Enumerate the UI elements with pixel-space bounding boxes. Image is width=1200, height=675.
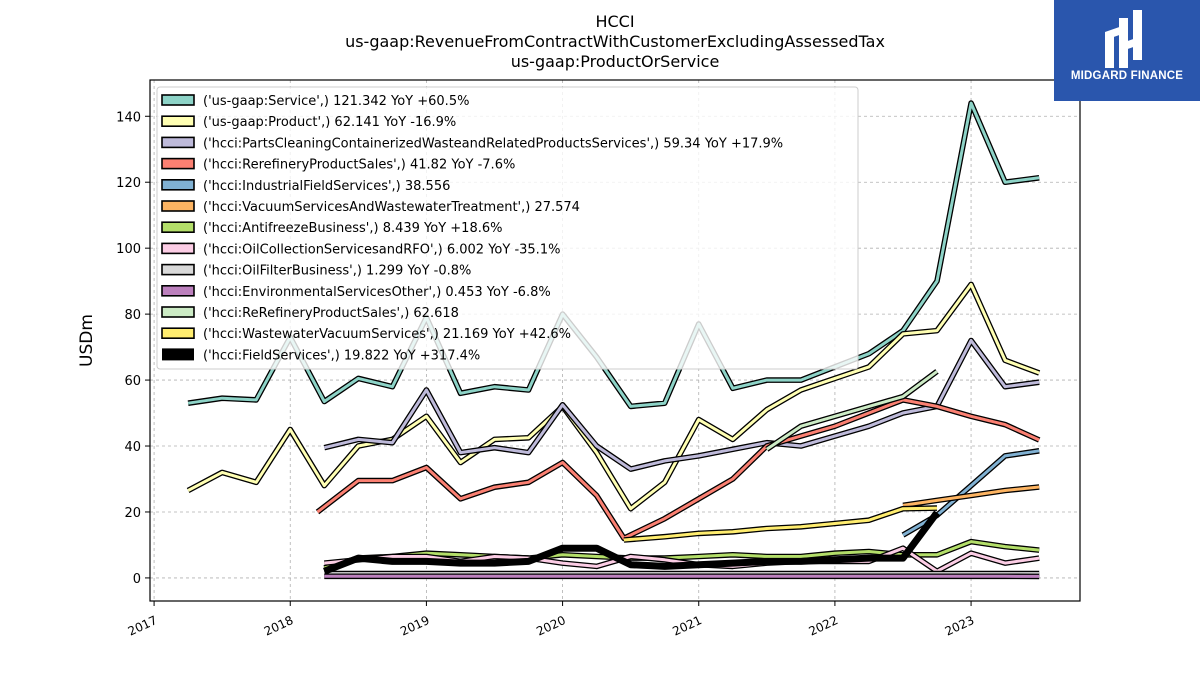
legend-swatch xyxy=(161,136,195,149)
x-tick-label: 2021 xyxy=(670,613,704,639)
y-tick-label: 40 xyxy=(124,440,141,455)
legend-entry: ('hcci:OilCollectionServicesandRFO',) 6.… xyxy=(203,242,560,257)
title-line-1: us-gaap:RevenueFromContractWithCustomerE… xyxy=(345,32,885,51)
legend-entry: ('hcci:VacuumServicesAndWastewaterTreatm… xyxy=(203,200,580,215)
y-tick-label: 80 xyxy=(124,308,141,323)
y-tick-label: 140 xyxy=(116,110,141,125)
x-tick-label: 2023 xyxy=(943,613,977,639)
legend-entry: ('hcci:WastewaterVacuumServices',) 21.16… xyxy=(203,327,571,342)
x-tick-label: 2017 xyxy=(126,613,160,639)
series-line-5 xyxy=(902,484,1040,509)
series-line-4 xyxy=(901,448,1040,538)
logo-mark-icon xyxy=(1105,10,1142,68)
series-stroke xyxy=(323,540,1040,570)
y-tick-label: 20 xyxy=(124,506,141,521)
series-line-2 xyxy=(323,337,1040,472)
legend-swatch xyxy=(161,327,195,340)
series-stroke xyxy=(323,510,940,575)
series-stroke xyxy=(765,370,938,451)
series-line-10 xyxy=(765,369,939,452)
legend: ('us-gaap:Service',) 121.342 YoY +60.5% (… xyxy=(156,86,859,370)
legend-swatch xyxy=(161,284,195,297)
series-line-6 xyxy=(323,538,1040,571)
legend-entry: ('hcci:ReRefineryProductSales',) 62.618 xyxy=(203,306,459,321)
series-lines xyxy=(186,100,1041,580)
series-line-11 xyxy=(623,505,938,543)
brand-logo: MIDGARD FINANCE xyxy=(1054,0,1200,101)
title-line-0: HCCI xyxy=(595,12,634,31)
legend-swatch xyxy=(161,263,195,276)
series-line-3 xyxy=(315,397,1041,542)
series-stroke xyxy=(187,101,1040,408)
x-tick-label: 2019 xyxy=(398,613,432,639)
legend-entry: ('hcci:RerefineryProductSales',) 41.82 Y… xyxy=(203,158,515,173)
x-tick-label: 2022 xyxy=(807,613,841,639)
legend-swatch xyxy=(161,200,195,212)
x-tick-label: 2018 xyxy=(262,613,296,639)
legend-swatch xyxy=(161,94,195,106)
logo-text: MIDGARD FINANCE xyxy=(1070,70,1184,82)
legend-swatch xyxy=(162,348,194,361)
legend-entry: ('hcci:AntifreezeBusiness',) 8.439 YoY +… xyxy=(203,221,502,236)
legend-swatch xyxy=(161,157,195,170)
series-line-1 xyxy=(186,281,1041,512)
legend-swatch xyxy=(161,179,195,191)
series-stroke xyxy=(323,339,1040,471)
legend-swatch xyxy=(161,242,195,255)
legend-swatch xyxy=(161,306,195,318)
series-stroke xyxy=(316,398,1040,540)
legend-entry: ('us-gaap:Service',) 121.342 YoY +60.5% xyxy=(203,94,469,109)
y-tick-label: 0 xyxy=(133,572,141,587)
y-tick-label: 60 xyxy=(124,374,141,389)
series-line-12 xyxy=(323,510,940,575)
x-axis: 2017 2018 2019 2020 2021 2022 2023 xyxy=(126,601,977,639)
legend-entry: ('us-gaap:Product',) 62.141 YoY -16.9% xyxy=(203,115,456,130)
legend-swatch xyxy=(161,115,195,127)
chart-title: HCCIus-gaap:RevenueFromContractWithCusto… xyxy=(345,12,885,71)
y-axis-label: USDm xyxy=(77,314,97,367)
legend-swatch xyxy=(161,221,195,233)
series-stroke xyxy=(623,506,938,542)
series-stroke xyxy=(187,282,1040,511)
legend-entry: ('hcci:EnvironmentalServicesOther',) 0.4… xyxy=(203,285,551,300)
legend-entry: ('hcci:IndustrialFieldServices',) 38.556 xyxy=(203,179,450,194)
legend-box xyxy=(156,86,859,370)
x-tick-label: 2020 xyxy=(534,613,568,639)
plot-frame xyxy=(149,79,1081,602)
series-line-0 xyxy=(187,100,1040,410)
series-stroke xyxy=(902,485,1040,507)
y-tick-label: 100 xyxy=(116,242,141,257)
y-tick-label: 120 xyxy=(116,176,141,191)
series-stroke xyxy=(902,449,1040,537)
legend-entry: ('hcci:OilFilterBusiness',) 1.299 YoY -0… xyxy=(203,264,471,279)
title-line-2: us-gaap:ProductOrService xyxy=(511,52,720,71)
y-axis: 0 20 40 60 80 100 120 140 xyxy=(116,110,150,587)
legend-entry: ('hcci:PartsCleaningContainerizedWastean… xyxy=(203,136,783,151)
legend-entry: ('hcci:FieldServices',) 19.822 YoY +317.… xyxy=(203,348,480,363)
